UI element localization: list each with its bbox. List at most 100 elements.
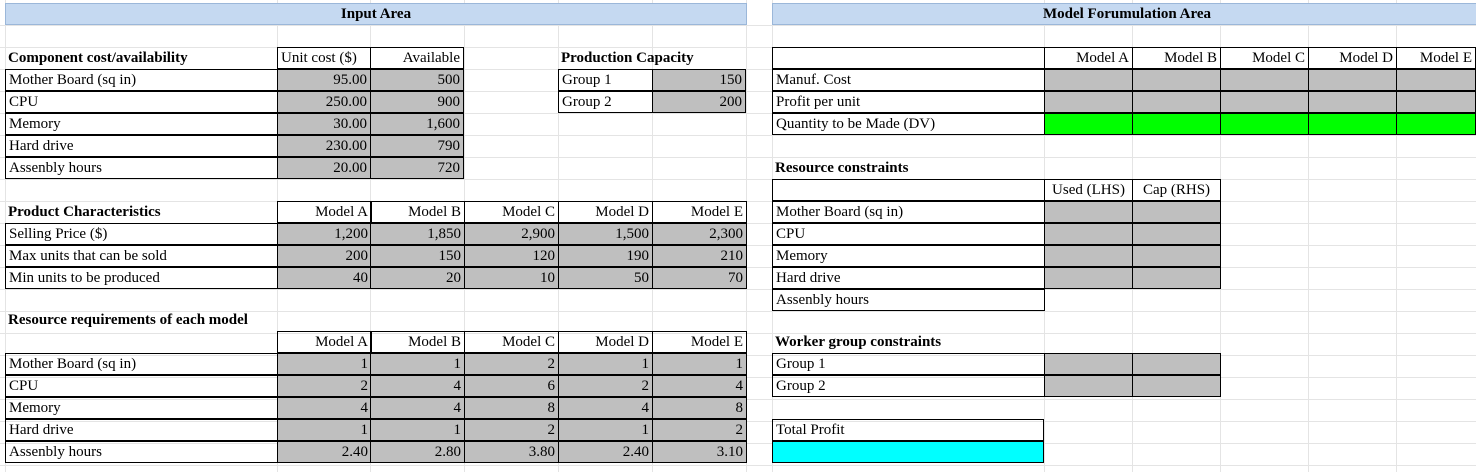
- wc-cap-cell[interactable]: [1132, 353, 1221, 375]
- total-profit-value-cell[interactable]: [772, 441, 1044, 463]
- resource-value-cell[interactable]: 2.40: [558, 441, 653, 463]
- available-cell[interactable]: 1,600: [370, 113, 464, 135]
- product-value-cell[interactable]: 50: [558, 267, 653, 289]
- cap-rhs-cell[interactable]: [1132, 267, 1221, 289]
- resource-value-cell[interactable]: 1: [558, 353, 653, 375]
- resource-value-cell[interactable]: 2: [558, 375, 653, 397]
- product-value-cell[interactable]: 1,500: [558, 223, 653, 245]
- production-group-label-cell[interactable]: Group 1: [558, 69, 653, 91]
- worker-constraints-title[interactable]: Worker group constraints: [775, 334, 942, 350]
- formulation-value-cell[interactable]: [1044, 91, 1133, 113]
- rc-row-label-cell[interactable]: Hard drive: [772, 267, 1045, 289]
- resources-title[interactable]: Resource requirements of each model: [8, 312, 248, 328]
- formulation-value-cell[interactable]: [1396, 69, 1476, 91]
- resource-model-header-cell[interactable]: Model A: [277, 331, 372, 353]
- wc-used-cell[interactable]: [1044, 375, 1133, 397]
- rc-row-label-cell[interactable]: CPU: [772, 223, 1045, 245]
- product-value-cell[interactable]: 150: [370, 245, 465, 267]
- resource-value-cell[interactable]: 4: [558, 397, 653, 419]
- used-lhs-cell[interactable]: [1044, 245, 1133, 267]
- available-cell[interactable]: 790: [370, 135, 464, 157]
- unit-cost-cell[interactable]: 20.00: [277, 157, 371, 179]
- formulation-model-header-cell[interactable]: Model E: [1396, 47, 1476, 69]
- decision-variable-cell[interactable]: [1396, 113, 1476, 135]
- formulation-model-header-cell[interactable]: Model D: [1308, 47, 1397, 69]
- resource-value-cell[interactable]: 3.80: [464, 441, 559, 463]
- product-value-cell[interactable]: 40: [277, 267, 372, 289]
- resource-row-label-cell[interactable]: Memory: [5, 397, 278, 419]
- product-value-cell[interactable]: 1,850: [370, 223, 465, 245]
- used-lhs-header-cell[interactable]: Used (LHS): [1044, 179, 1133, 201]
- resource-row-label-cell[interactable]: Hard drive: [5, 419, 278, 441]
- formulation-model-header-cell[interactable]: Model A: [1044, 47, 1133, 69]
- formulation-model-header-cell[interactable]: Model B: [1132, 47, 1221, 69]
- product-value-cell[interactable]: 120: [464, 245, 559, 267]
- resource-value-cell[interactable]: 1: [558, 419, 653, 441]
- resource-constraints-title[interactable]: Resource constraints: [775, 160, 909, 176]
- product-model-header-cell[interactable]: Model E: [652, 201, 747, 223]
- decision-variable-cell[interactable]: [1044, 113, 1133, 135]
- product-value-cell[interactable]: 2,900: [464, 223, 559, 245]
- cap-rhs-cell[interactable]: [1132, 245, 1221, 267]
- cap-rhs-cell[interactable]: [1132, 223, 1221, 245]
- product-value-cell[interactable]: 2,300: [652, 223, 747, 245]
- production-group-label-cell[interactable]: Group 2: [558, 91, 653, 113]
- rc-row-label-cell[interactable]: Assenbly hours: [772, 289, 1045, 311]
- resource-model-header-cell[interactable]: Model D: [558, 331, 653, 353]
- resource-value-cell[interactable]: 2: [464, 419, 559, 441]
- formulation-row-label-cell[interactable]: Quantity to be Made (DV): [772, 113, 1045, 135]
- component-row-label-cell[interactable]: Mother Board (sq in): [5, 69, 278, 91]
- resource-value-cell[interactable]: 4: [652, 375, 747, 397]
- product-model-header-cell[interactable]: Model C: [464, 201, 559, 223]
- production-title[interactable]: Production Capacity: [561, 50, 694, 66]
- formulation-row-label-cell[interactable]: Manuf. Cost: [772, 69, 1045, 91]
- resource-row-label-cell[interactable]: Mother Board (sq in): [5, 353, 278, 375]
- wc-used-cell[interactable]: [1044, 353, 1133, 375]
- resource-value-cell[interactable]: 2.40: [277, 441, 372, 463]
- resource-value-cell[interactable]: 2: [464, 353, 559, 375]
- used-lhs-cell[interactable]: [1044, 267, 1133, 289]
- resource-value-cell[interactable]: 4: [370, 397, 465, 419]
- resource-value-cell[interactable]: 1: [370, 353, 465, 375]
- resource-value-cell[interactable]: 1: [652, 353, 747, 375]
- decision-variable-cell[interactable]: [1220, 113, 1309, 135]
- product-row-label-cell[interactable]: Max units that can be sold: [5, 245, 278, 267]
- unit-cost-cell[interactable]: 95.00: [277, 69, 371, 91]
- resource-model-header-cell[interactable]: Model C: [464, 331, 559, 353]
- formulation-value-cell[interactable]: [1308, 69, 1397, 91]
- decision-variable-cell[interactable]: [1132, 113, 1221, 135]
- product-row-label-cell[interactable]: Selling Price ($): [5, 223, 278, 245]
- formulation-value-cell[interactable]: [1308, 91, 1397, 113]
- formulation-value-cell[interactable]: [1220, 69, 1309, 91]
- product-title[interactable]: Product Characteristics: [8, 204, 161, 220]
- formulation-corner-cell[interactable]: [772, 47, 1045, 69]
- product-value-cell[interactable]: 200: [277, 245, 372, 267]
- formulation-value-cell[interactable]: [1132, 69, 1221, 91]
- product-row-label-cell[interactable]: Min units to be produced: [5, 267, 278, 289]
- component-row-label-cell[interactable]: Memory: [5, 113, 278, 135]
- resource-row-label-cell[interactable]: Assenbly hours: [5, 441, 278, 463]
- total-profit-label-cell[interactable]: Total Profit: [772, 419, 1044, 441]
- product-model-header-cell[interactable]: Model A: [277, 201, 372, 223]
- product-value-cell[interactable]: 1,200: [277, 223, 372, 245]
- resource-row-label-cell[interactable]: CPU: [5, 375, 278, 397]
- product-value-cell[interactable]: 190: [558, 245, 653, 267]
- wc-cap-cell[interactable]: [1132, 375, 1221, 397]
- used-lhs-cell[interactable]: [1044, 223, 1133, 245]
- resource-model-header-cell[interactable]: Model B: [370, 331, 465, 353]
- available-header-cell[interactable]: Available: [370, 47, 464, 69]
- resource-value-cell[interactable]: 2: [652, 419, 747, 441]
- component-title[interactable]: Component cost/availability: [8, 50, 188, 66]
- resource-value-cell[interactable]: 8: [464, 397, 559, 419]
- unit-cost-cell[interactable]: 30.00: [277, 113, 371, 135]
- cap-rhs-header-cell[interactable]: Cap (RHS): [1132, 179, 1221, 201]
- resource-value-cell[interactable]: 1: [277, 419, 372, 441]
- resource-model-header-cell[interactable]: Model E: [652, 331, 747, 353]
- product-value-cell[interactable]: 70: [652, 267, 747, 289]
- available-cell[interactable]: 720: [370, 157, 464, 179]
- input-area-header[interactable]: Input Area: [5, 3, 747, 25]
- resource-value-cell[interactable]: 4: [370, 375, 465, 397]
- product-model-header-cell[interactable]: Model B: [370, 201, 465, 223]
- resource-value-cell[interactable]: 6: [464, 375, 559, 397]
- decision-variable-cell[interactable]: [1308, 113, 1397, 135]
